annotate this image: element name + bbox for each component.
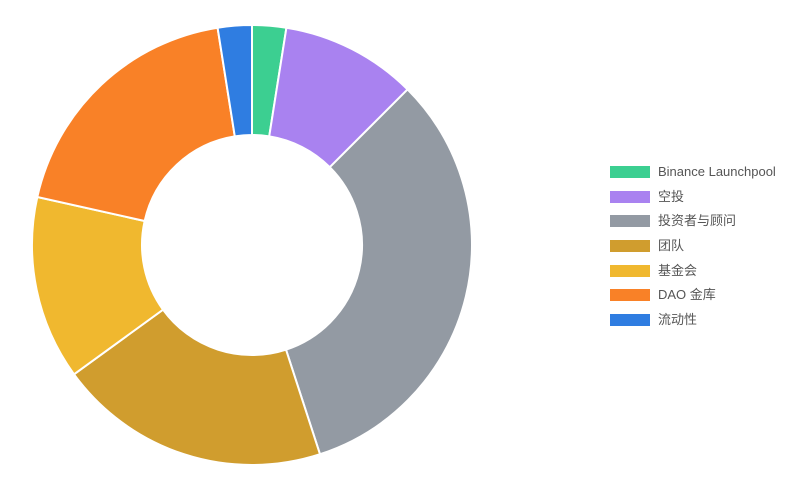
legend-item[interactable]: 空投 (610, 185, 795, 210)
legend-label: 基金会 (658, 262, 698, 278)
donut-slice[interactable] (284, 88, 473, 456)
legend-swatch (610, 313, 650, 326)
donut-slice[interactable] (72, 308, 322, 466)
donut-slice[interactable] (216, 23, 253, 138)
legend-label: DAO 金库 (658, 287, 716, 303)
legend-swatch (610, 240, 650, 253)
legend-label: 团队 (658, 238, 685, 254)
chart-legend: Binance Launchpool 空投投资者与顾问 团队基金会 DAO 金库 流动性 (610, 160, 795, 332)
donut-slice[interactable] (36, 26, 236, 223)
legend-item[interactable]: 投资者与顾问 (610, 209, 795, 234)
legend-label: 投资者与顾问 (658, 213, 737, 229)
donut-slice[interactable] (31, 195, 165, 376)
legend-swatch (610, 190, 650, 203)
legend-swatch (610, 264, 650, 277)
legend-item[interactable]: 团队 (610, 234, 795, 259)
legend-item[interactable]: DAO 金库 (610, 283, 795, 308)
legend-label: Binance Launchpool (658, 164, 776, 180)
legend-label: 流动性 (658, 311, 698, 327)
legend-item[interactable]: 基金会 (610, 258, 795, 283)
legend-item[interactable]: 流动性 (610, 308, 795, 333)
legend-swatch (610, 166, 650, 179)
legend-swatch (610, 215, 650, 228)
legend-item[interactable]: Binance Launchpool (610, 160, 795, 185)
donut-chart (31, 23, 473, 466)
legend-label: 空投 (658, 188, 685, 204)
legend-swatch (610, 289, 650, 302)
